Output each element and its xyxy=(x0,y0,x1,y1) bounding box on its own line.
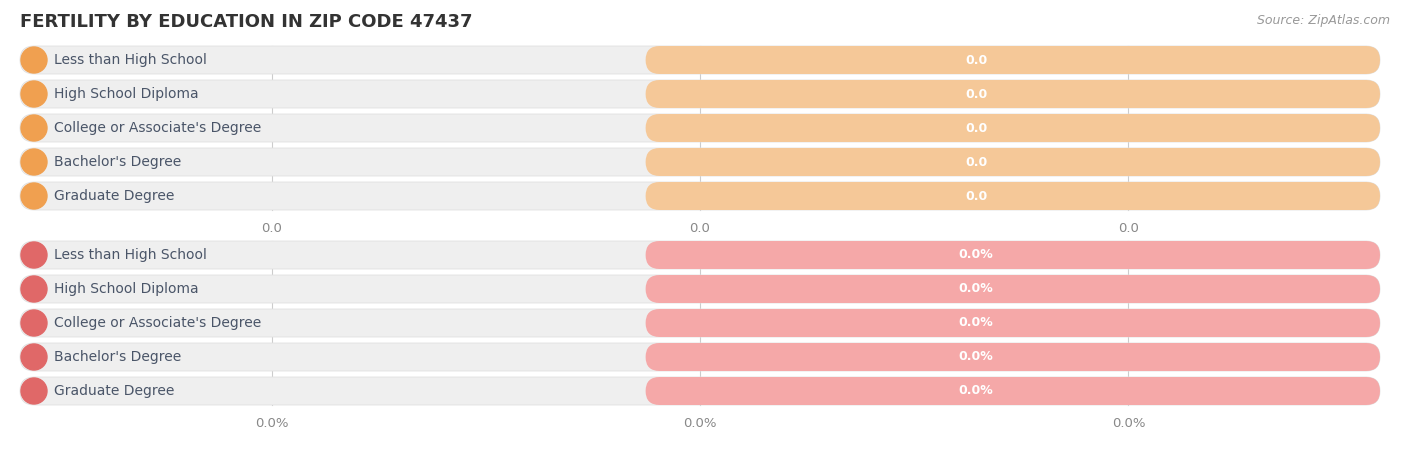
Circle shape xyxy=(21,183,46,209)
FancyBboxPatch shape xyxy=(645,241,1381,269)
Text: Graduate Degree: Graduate Degree xyxy=(53,189,174,203)
Text: College or Associate's Degree: College or Associate's Degree xyxy=(53,121,262,135)
Text: Less than High School: Less than High School xyxy=(53,53,207,67)
FancyBboxPatch shape xyxy=(645,343,1381,371)
Text: 0.0%: 0.0% xyxy=(254,417,288,430)
Text: 0.0: 0.0 xyxy=(689,222,710,235)
FancyBboxPatch shape xyxy=(20,148,1381,176)
Text: 0.0: 0.0 xyxy=(1118,222,1139,235)
FancyBboxPatch shape xyxy=(645,80,1381,108)
FancyBboxPatch shape xyxy=(20,46,1381,74)
Text: College or Associate's Degree: College or Associate's Degree xyxy=(53,316,262,330)
FancyBboxPatch shape xyxy=(20,343,1381,371)
FancyBboxPatch shape xyxy=(645,275,1381,303)
Circle shape xyxy=(21,344,46,370)
Text: Less than High School: Less than High School xyxy=(53,248,207,262)
Circle shape xyxy=(21,47,46,73)
Circle shape xyxy=(21,115,46,141)
Text: High School Diploma: High School Diploma xyxy=(53,282,198,296)
Circle shape xyxy=(21,81,46,107)
Circle shape xyxy=(21,149,46,175)
Text: 0.0%: 0.0% xyxy=(959,317,994,329)
FancyBboxPatch shape xyxy=(20,241,1381,269)
Text: 0.0%: 0.0% xyxy=(1112,417,1144,430)
Text: 0.0%: 0.0% xyxy=(959,385,994,397)
FancyBboxPatch shape xyxy=(20,80,1381,108)
Circle shape xyxy=(21,378,46,404)
Text: Graduate Degree: Graduate Degree xyxy=(53,384,174,398)
FancyBboxPatch shape xyxy=(20,275,1381,303)
FancyBboxPatch shape xyxy=(20,114,1381,142)
Text: Bachelor's Degree: Bachelor's Degree xyxy=(53,155,181,169)
FancyBboxPatch shape xyxy=(645,182,1381,210)
Text: Bachelor's Degree: Bachelor's Degree xyxy=(53,350,181,364)
Text: 0.0%: 0.0% xyxy=(959,248,994,261)
FancyBboxPatch shape xyxy=(20,182,1381,210)
Text: 0.0: 0.0 xyxy=(965,53,987,67)
Text: 0.0: 0.0 xyxy=(965,88,987,100)
FancyBboxPatch shape xyxy=(645,377,1381,405)
Text: 0.0: 0.0 xyxy=(965,121,987,135)
Text: High School Diploma: High School Diploma xyxy=(53,87,198,101)
Text: 0.0%: 0.0% xyxy=(683,417,717,430)
Circle shape xyxy=(21,242,46,268)
FancyBboxPatch shape xyxy=(645,46,1381,74)
FancyBboxPatch shape xyxy=(20,309,1381,337)
Text: FERTILITY BY EDUCATION IN ZIP CODE 47437: FERTILITY BY EDUCATION IN ZIP CODE 47437 xyxy=(20,13,472,31)
Circle shape xyxy=(21,276,46,302)
Text: 0.0: 0.0 xyxy=(262,222,283,235)
Text: 0.0: 0.0 xyxy=(965,189,987,202)
Text: 0.0%: 0.0% xyxy=(959,350,994,364)
FancyBboxPatch shape xyxy=(645,114,1381,142)
FancyBboxPatch shape xyxy=(645,148,1381,176)
Text: 0.0: 0.0 xyxy=(965,156,987,169)
FancyBboxPatch shape xyxy=(20,377,1381,405)
Text: 0.0%: 0.0% xyxy=(959,282,994,296)
Text: Source: ZipAtlas.com: Source: ZipAtlas.com xyxy=(1257,14,1391,27)
FancyBboxPatch shape xyxy=(645,309,1381,337)
Circle shape xyxy=(21,310,46,336)
